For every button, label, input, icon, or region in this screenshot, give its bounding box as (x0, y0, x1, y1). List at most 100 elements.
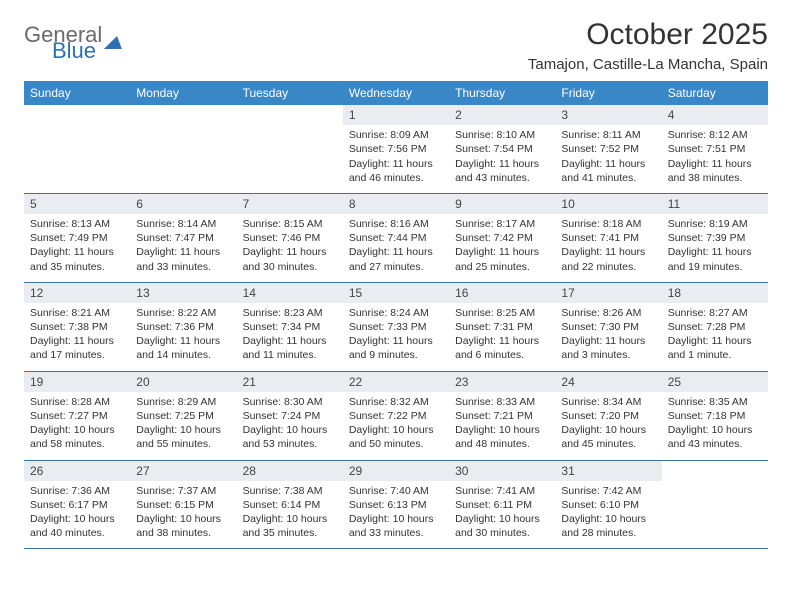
sunrise-line: Sunrise: 7:42 AM (561, 484, 655, 498)
day-cell: 27Sunrise: 7:37 AMSunset: 6:15 PMDayligh… (130, 461, 236, 549)
daylight-line: Daylight: 11 hours and 6 minutes. (455, 334, 549, 362)
sunset-line: Sunset: 7:22 PM (349, 409, 443, 423)
daylight-line: Daylight: 10 hours and 35 minutes. (243, 512, 337, 540)
day-cell: 2Sunrise: 8:10 AMSunset: 7:54 PMDaylight… (449, 105, 555, 193)
sunrise-line: Sunrise: 8:23 AM (243, 306, 337, 320)
sunrise-line: Sunrise: 8:19 AM (668, 217, 762, 231)
sunrise-line: Sunrise: 8:21 AM (30, 306, 124, 320)
sunset-line: Sunset: 6:10 PM (561, 498, 655, 512)
daylight-line: Daylight: 11 hours and 33 minutes. (136, 245, 230, 273)
sunrise-line: Sunrise: 8:35 AM (668, 395, 762, 409)
daylight-line: Daylight: 10 hours and 48 minutes. (455, 423, 549, 451)
title-block: October 2025 Tamajon, Castille-La Mancha… (528, 18, 768, 73)
sunset-line: Sunset: 7:51 PM (668, 142, 762, 156)
daylight-line: Daylight: 11 hours and 41 minutes. (561, 157, 655, 185)
sunset-line: Sunset: 7:56 PM (349, 142, 443, 156)
weekday-header: Monday (130, 81, 236, 105)
week-row: 5Sunrise: 8:13 AMSunset: 7:49 PMDaylight… (24, 194, 768, 283)
daylight-line: Daylight: 11 hours and 27 minutes. (349, 245, 443, 273)
day-cell: 23Sunrise: 8:33 AMSunset: 7:21 PMDayligh… (449, 372, 555, 460)
weekday-header-row: SundayMondayTuesdayWednesdayThursdayFrid… (24, 81, 768, 105)
daylight-line: Daylight: 11 hours and 3 minutes. (561, 334, 655, 362)
sunset-line: Sunset: 7:25 PM (136, 409, 230, 423)
day-cell: 12Sunrise: 8:21 AMSunset: 7:38 PMDayligh… (24, 283, 130, 371)
sunset-line: Sunset: 7:36 PM (136, 320, 230, 334)
daylight-line: Daylight: 11 hours and 46 minutes. (349, 157, 443, 185)
day-number: 29 (343, 461, 449, 481)
sunrise-line: Sunrise: 8:34 AM (561, 395, 655, 409)
weekday-header: Tuesday (237, 81, 343, 105)
empty-day-cell (24, 105, 130, 193)
day-cell: 21 Sunrise: 8:30 AMSunset: 7:24 PMDayligh… (237, 372, 343, 460)
week-row: 19Sunrise: 8:28 AMSunset: 7:27 PMDayligh… (24, 372, 768, 461)
month-title: October 2025 (528, 18, 768, 52)
day-number: 16 (449, 283, 555, 303)
logo-triangle-icon (104, 36, 126, 49)
day-number: 12 (24, 283, 130, 303)
weekday-header: Sunday (24, 81, 130, 105)
sunrise-line: Sunrise: 8:14 AM (136, 217, 230, 231)
sunrise-line: Sunrise: 8:12 AM (668, 128, 762, 142)
day-cell: 18Sunrise: 8:27 AMSunset: 7:28 PMDayligh… (662, 283, 768, 371)
sunset-line: Sunset: 7:33 PM (349, 320, 443, 334)
sunset-line: Sunset: 7:27 PM (30, 409, 124, 423)
sunrise-line: Sunrise: 8:13 AM (30, 217, 124, 231)
sunset-line: Sunset: 7:24 PM (243, 409, 337, 423)
sunset-line: Sunset: 7:49 PM (30, 231, 124, 245)
daylight-line: Daylight: 11 hours and 9 minutes. (349, 334, 443, 362)
header: General Blue October 2025 Tamajon, Casti… (24, 18, 768, 73)
daylight-line: Daylight: 10 hours and 53 minutes. (243, 423, 337, 451)
empty-day-cell (662, 461, 768, 549)
day-number: 14 (237, 283, 343, 303)
sunrise-line: Sunrise: 8:30 AM (243, 395, 337, 409)
sunset-line: Sunset: 7:31 PM (455, 320, 549, 334)
day-number: 1 (343, 105, 449, 125)
day-number: 7 (237, 194, 343, 214)
weekday-header: Thursday (449, 81, 555, 105)
sunrise-line: Sunrise: 8:33 AM (455, 395, 549, 409)
day-number: 10 (555, 194, 661, 214)
sunrise-line: Sunrise: 7:41 AM (455, 484, 549, 498)
day-number: 24 (555, 372, 661, 392)
day-number: 23 (449, 372, 555, 392)
day-cell: 1 Sunrise: 8:09 AMSunset: 7:56 PMDaylight… (343, 105, 449, 193)
sunrise-line: Sunrise: 8:10 AM (455, 128, 549, 142)
day-number: 27 (130, 461, 236, 481)
sunrise-line: Sunrise: 7:38 AM (243, 484, 337, 498)
week-row: 12Sunrise: 8:21 AMSunset: 7:38 PMDayligh… (24, 283, 768, 372)
week-row: 1Sunrise: 8:09 AMSunset: 7:56 PMDaylight… (24, 105, 768, 194)
calendar: SundayMondayTuesdayWednesdayThursdayFrid… (24, 81, 768, 549)
day-number: 26 (24, 461, 130, 481)
daylight-line: Daylight: 10 hours and 55 minutes. (136, 423, 230, 451)
day-cell: 7Sunrise: 8:15 AMSunset: 7:46 PMDaylight… (237, 194, 343, 282)
sunset-line: Sunset: 7:47 PM (136, 231, 230, 245)
empty-day-cell (237, 105, 343, 193)
day-number: 2 (449, 105, 555, 125)
sunrise-line: Sunrise: 8:27 AM (668, 306, 762, 320)
sunrise-line: Sunrise: 8:09 AM (349, 128, 443, 142)
daylight-line: Daylight: 10 hours and 43 minutes. (668, 423, 762, 451)
daylight-line: Daylight: 10 hours and 45 minutes. (561, 423, 655, 451)
sunset-line: Sunset: 6:14 PM (243, 498, 337, 512)
day-cell: 16 Sunrise: 8:25 AMSunset: 7:31 PMDayligh… (449, 283, 555, 371)
daylight-line: Daylight: 11 hours and 30 minutes. (243, 245, 337, 273)
day-number: 21 (237, 372, 343, 392)
sunrise-line: Sunrise: 8:32 AM (349, 395, 443, 409)
day-cell: 10Sunrise: 8:18 AMSunset: 7:41 PMDayligh… (555, 194, 661, 282)
sunrise-line: Sunrise: 8:25 AM (455, 306, 549, 320)
day-cell: 14Sunrise: 8:23 AMSunset: 7:34 PMDayligh… (237, 283, 343, 371)
day-cell: 3Sunrise: 8:11 AMSunset: 7:52 PMDaylight… (555, 105, 661, 193)
daylight-line: Daylight: 11 hours and 19 minutes. (668, 245, 762, 273)
day-number: 4 (662, 105, 768, 125)
day-number: 6 (130, 194, 236, 214)
day-cell: 9Sunrise: 8:17 AMSunset: 7:42 PMDaylight… (449, 194, 555, 282)
daylight-line: Daylight: 11 hours and 25 minutes. (455, 245, 549, 273)
sunrise-line: Sunrise: 8:28 AM (30, 395, 124, 409)
day-number: 18 (662, 283, 768, 303)
day-number: 13 (130, 283, 236, 303)
day-cell: 20Sunrise: 8:29 AMSunset: 7:25 PMDayligh… (130, 372, 236, 460)
day-cell: 26Sunrise: 7:36 AMSunset: 6:17 PMDayligh… (24, 461, 130, 549)
logo: General Blue (24, 24, 124, 62)
day-number: 20 (130, 372, 236, 392)
sunset-line: Sunset: 6:15 PM (136, 498, 230, 512)
